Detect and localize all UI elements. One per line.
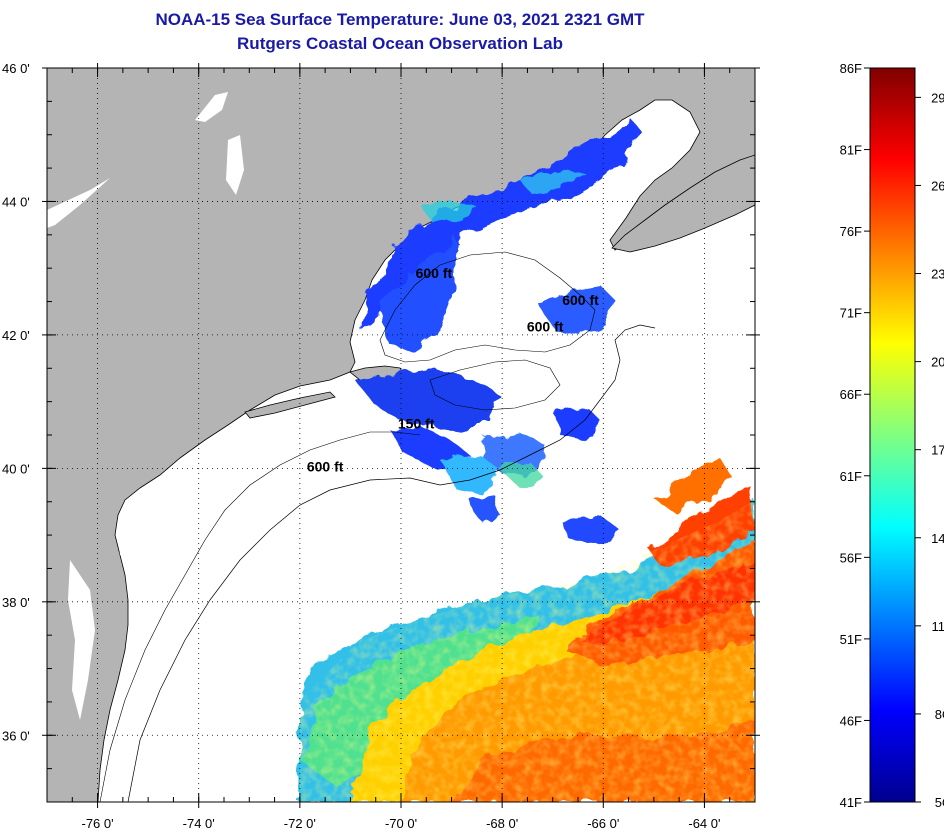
nova-scotia [611,154,755,253]
colorbar-c-label: 29C [931,90,944,105]
contour-depth-label: 600 ft [307,459,344,475]
sst-georges-bank [355,370,500,430]
colorbar-f-label: 51F [840,632,862,647]
colorbar-f-label: 71F [840,306,862,321]
colorbar-f-label: 41F [840,795,862,810]
lat-tick-label: 42 0' [2,328,30,343]
sst-gulf-stream [655,458,735,512]
map-title: NOAA-15 Sea Surface Temperature: June 03… [155,10,645,29]
grid-lines [47,68,755,802]
lon-tick-label: -64 0' [688,816,720,831]
colorbar-f-label: 56F [840,550,862,565]
colorbar-f-label: 66F [840,387,862,402]
lat-tick-label: 38 0' [2,595,30,610]
sst-shelf-patch [560,515,620,545]
contour-gulf-of-maine [379,251,596,363]
contour-depth-label: 600 ft [416,265,453,281]
lon-tick-label: -66 0' [587,816,619,831]
sst-texture [300,500,755,802]
contour-depth-label: 600 ft [562,292,599,308]
contour-depth-label: 600 ft [527,319,564,335]
colorbar-c-label: 23C [931,267,944,282]
contour-depth-label: 150 ft [398,415,435,431]
sst-eastern-gulf [540,285,615,335]
lake [195,92,228,122]
lat-tick-label: 44 0' [2,194,30,209]
chesapeake [68,560,95,720]
lon-tick-label: -72 0' [284,816,316,831]
contour-600ft [127,324,656,802]
contour-labels: 600 ft 600 ft 600 ft 150 ft 600 ft [307,265,599,475]
colorbar-c-label: 17C [931,443,944,458]
colorbar-c-label: 5C [935,795,944,810]
sst-cyan-streak [420,200,480,222]
lon-tick-label: -70 0' [385,816,417,831]
colorbar-f-label: 61F [840,469,862,484]
colorbar-f-label: 46F [840,713,862,728]
lake [47,178,110,228]
colorbar-c-label: 11C [932,619,944,634]
sst-cyan-streak [520,170,585,192]
colorbar-f-label: 81F [840,143,862,158]
lat-tick-label: 36 0' [2,728,30,743]
delaware-bay [118,535,132,560]
colorbar-c-label: 8C [935,707,944,722]
lat-tick-label: 40 0' [2,461,30,476]
long-island [244,391,336,419]
colorbar-c-label: 20C [931,355,944,370]
map-subtitle: Rutgers Coastal Ocean Observation Lab [237,34,563,53]
sst-shelf-patch [470,495,500,520]
sst-cyan-streak [500,462,545,488]
colorbar-strip [869,67,916,803]
colorbar-f-label: 86F [840,61,862,76]
colorbar-ticks: 86F 81F 76F 71F 66F 61F 56F 51F 46F 41F 29C 26C 23C 2… [840,61,944,810]
colorbar-c-label: 14C [931,531,944,546]
lake [226,135,244,195]
colorbar-c-label: 26C [931,178,944,193]
axis-ticks: 46 0' 44 0' 42 0' 40 0' 38 0' 36 0' -76 0' -74 … [2,61,760,831]
lon-tick-label: -74 0' [183,816,215,831]
contour-georges [429,359,561,411]
colorbar-f-label: 76F [840,224,862,239]
sst-shelf-patch [555,405,600,440]
sst-gulf-of-maine [380,235,455,350]
contour-150ft [99,431,421,802]
lat-tick-label: 46 0' [2,61,30,76]
lon-tick-label: -68 0' [486,816,518,831]
lon-tick-label: -76 0' [82,816,114,831]
